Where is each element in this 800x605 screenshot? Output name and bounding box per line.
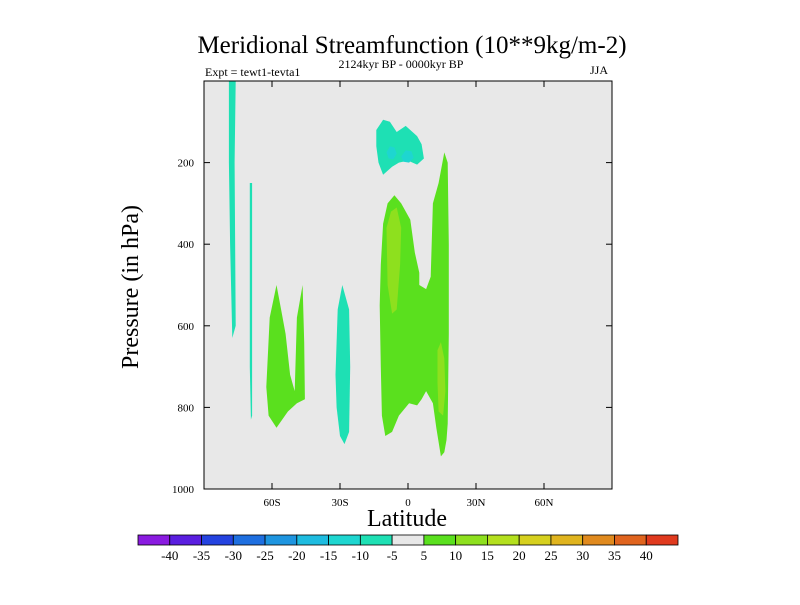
colorbar-swatch — [487, 534, 520, 546]
colorbar: -40 -35 -30 -25 -20 -15 -10 -5 5 10 15 20 25 30 35 40 — [137, 534, 679, 563]
contour-region-thin-negative-strip-80S — [228, 81, 236, 338]
colorbar-label: -20 — [288, 548, 305, 563]
colorbar-swatch — [169, 534, 202, 546]
colorbar-label: -5 — [387, 548, 398, 563]
colorbar-swatch — [296, 534, 329, 546]
y-tick-label: 800 — [178, 402, 195, 414]
colorbar-swatch — [391, 534, 425, 546]
colorbar-swatch — [328, 534, 361, 546]
contour-region-negative-cell-30S — [335, 285, 351, 445]
x-tick-label: 30N — [467, 497, 486, 509]
colorbar-swatch — [423, 534, 457, 546]
colorbar-swatch — [582, 534, 615, 546]
contour-region-positive-core-lower — [437, 342, 446, 416]
colorbar-label: -40 — [161, 548, 178, 563]
plot-area: 60S 30S 0 30N 60N 200 400 600 800 1000 — [172, 80, 613, 509]
colorbar-label: 30 — [576, 548, 589, 563]
colorbar-swatch — [232, 534, 266, 546]
axis-ticks: 60S 30S 0 30N 60N 200 400 600 800 1000 — [172, 81, 612, 509]
x-tick-label: 30S — [331, 497, 348, 509]
y-tick-label: 400 — [178, 239, 195, 251]
colorbar-swatch — [550, 534, 584, 546]
colorbar-swatch — [518, 534, 552, 546]
y-tick-label: 600 — [178, 321, 195, 333]
y-tick-label: 200 — [178, 158, 195, 170]
x-tick-label: 60N — [535, 497, 554, 509]
season-label: JJA — [590, 63, 608, 77]
contour-region-negative-cell-upper-5S — [376, 119, 424, 175]
colorbar-label: 35 — [608, 548, 621, 563]
colorbar-label: -30 — [225, 548, 242, 563]
colorbar-swatch — [201, 534, 234, 546]
experiment-label: Expt = tewt1-tevta1 — [205, 65, 300, 79]
x-tick-label: 60S — [263, 497, 280, 509]
x-tick-label: 0 — [405, 497, 411, 509]
x-axis-label: Latitude — [367, 506, 447, 532]
chart-title: Meridional Streamfunction (10**9kg/m-2) — [197, 32, 626, 59]
colorbar-label: 25 — [544, 548, 557, 563]
contour-region-positive-core-upper — [386, 207, 402, 314]
colorbar-label: 5 — [421, 548, 428, 563]
colorbar-swatch — [264, 534, 298, 546]
colorbar-label: -10 — [352, 548, 369, 563]
colorbar-label: 15 — [481, 548, 494, 563]
colorbar-label: 40 — [640, 548, 653, 563]
colorbar-label: -25 — [256, 548, 273, 563]
colorbar-swatch — [645, 534, 679, 546]
colorbar-label: -35 — [193, 548, 210, 563]
contour-region-negative-core-upper — [386, 146, 397, 160]
colorbar-swatch — [359, 534, 393, 546]
period-label: 2124kyr BP - 0000kyr BP — [339, 57, 464, 71]
y-axis-label: Pressure (in hPa) — [118, 205, 144, 369]
colorbar-label: 20 — [513, 548, 526, 563]
contour-region-negative-core-upper-2 — [401, 150, 414, 163]
contour-region-positive-cell-55S — [266, 285, 305, 428]
contour-region-thin-negative-strip-70S — [249, 183, 253, 420]
colorbar-swatch — [614, 534, 647, 546]
colorbar-label: 10 — [449, 548, 462, 563]
colorbar-swatch — [455, 534, 488, 546]
colorbar-swatch — [137, 534, 171, 546]
y-tick-label: 1000 — [172, 484, 195, 496]
contour-regions — [228, 81, 449, 457]
colorbar-label: -15 — [320, 548, 337, 563]
